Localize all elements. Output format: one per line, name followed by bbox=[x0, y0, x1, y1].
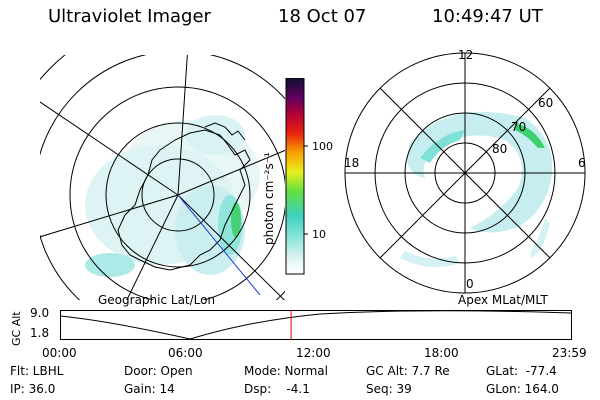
coastline bbox=[117, 129, 251, 271]
colorbar bbox=[285, 78, 308, 275]
xtick-1800: 18:00 bbox=[424, 346, 459, 360]
info-door: Door: Open bbox=[124, 364, 193, 378]
altitude-ytick-max: 9.0 bbox=[30, 306, 50, 320]
info-gc-alt: GC Alt: 7.7 Re bbox=[366, 364, 450, 378]
colorbar-tick-100: 100 bbox=[312, 140, 333, 153]
mlt-label-12: 12 bbox=[458, 48, 474, 62]
mlat-label-60: 60 bbox=[538, 96, 554, 110]
instrument-title: Ultraviolet Imager bbox=[48, 6, 211, 27]
info-glat: GLat: -77.4 bbox=[486, 364, 557, 378]
mlt-label-6: 6 bbox=[578, 156, 586, 170]
latitude-grid bbox=[40, 55, 285, 300]
altitude-ylabel: GC Alt bbox=[10, 311, 23, 346]
apex-polar-map bbox=[344, 52, 586, 294]
geographic-caption: Geographic Lat/Lon bbox=[98, 293, 216, 307]
mlat-label-70: 70 bbox=[511, 120, 527, 134]
colorbar-unit-label: photon cm⁻²s⁻¹ bbox=[262, 152, 276, 245]
apex-caption: Apex MLat/MLT bbox=[458, 293, 548, 307]
mlt-label-18: 18 bbox=[344, 156, 360, 170]
info-mode: Mode: Normal bbox=[244, 364, 328, 378]
xtick-0000: 00:00 bbox=[42, 346, 77, 360]
info-filter: Flt: LBHL bbox=[10, 364, 64, 378]
info-ip: IP: 36.0 bbox=[10, 382, 56, 396]
mlt-grid bbox=[345, 53, 585, 293]
xtick-2359: 23:59 bbox=[552, 346, 587, 360]
info-gain: Gain: 14 bbox=[124, 382, 175, 396]
info-glon: GLon: 164.0 bbox=[486, 382, 559, 396]
observation-date: 18 Oct 07 bbox=[278, 6, 367, 27]
altitude-plot bbox=[60, 310, 572, 340]
info-dsp: Dsp: -4.1 bbox=[244, 382, 310, 396]
geographic-map bbox=[40, 55, 285, 300]
mlat-label-80: 80 bbox=[492, 142, 508, 156]
longitude-grid bbox=[40, 55, 285, 300]
xtick-0600: 06:00 bbox=[168, 346, 203, 360]
observation-time: 10:49:47 UT bbox=[432, 6, 543, 27]
aurora-emission bbox=[85, 115, 260, 277]
aurora-oval bbox=[400, 111, 553, 267]
info-seq: Seq: 39 bbox=[366, 382, 412, 396]
colorbar-tick-10: 10 bbox=[312, 228, 326, 241]
xtick-1200: 12:00 bbox=[296, 346, 331, 360]
altitude-curve bbox=[60, 310, 572, 340]
altitude-ytick-min: 1.8 bbox=[30, 326, 50, 340]
mlt-label-0: 0 bbox=[466, 277, 474, 291]
satellite-track bbox=[177, 194, 261, 296]
